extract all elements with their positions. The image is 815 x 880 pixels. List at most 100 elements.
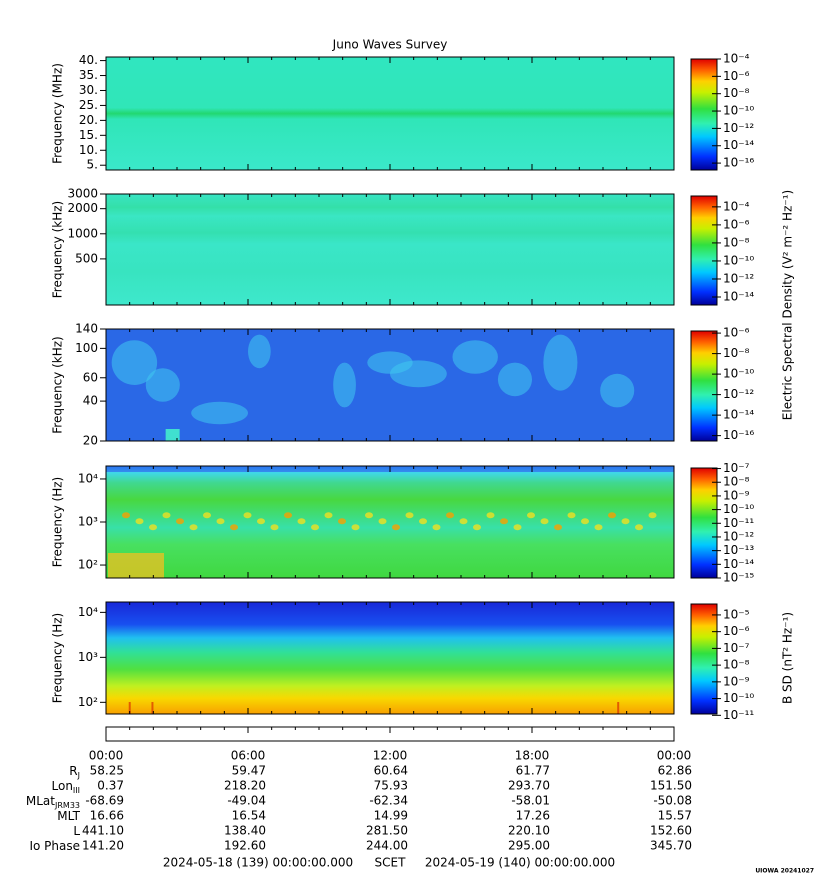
colorbar [690,195,718,306]
footer: 2024-05-18 (139) 00:00:00.000 SCET 2024-… [163,856,615,870]
emission-patch [378,518,387,525]
footer-end: 2024-05-19 (140) 00:00:00.000 [425,856,615,870]
time-label: 06:00 [231,749,266,763]
y-tick-label: 40 [83,394,98,408]
emission-patch [486,512,495,519]
emission-patch [446,512,454,519]
emission-patch [247,334,271,369]
y-tick-label: 15. [79,128,98,142]
emission-patch [270,524,279,531]
ephemeris-value: 14.99 [374,809,408,823]
colorbar-tick-label: 10⁻⁴ [723,52,750,66]
emission-patch [333,362,356,408]
emission-patch [203,512,211,519]
time-label: 00:00 [89,749,124,763]
colorbar-tick-label: 10⁻¹⁶ [723,156,754,170]
emission-patch [176,518,184,525]
emission-patch [617,702,620,714]
emission-patch [600,373,635,408]
emission-patch [162,512,171,519]
colorbar-tick-label: 10⁻¹⁵ [723,571,754,585]
ephemeris-value: 16.54 [232,809,266,823]
ephemeris-value: 293.70 [508,779,550,793]
colorbar-tick-label: 10⁻¹³ [723,543,754,557]
row-label-sub: J [77,771,80,780]
colorbar-tick-label: 10⁻⁶ [723,326,750,340]
emission-patch [365,512,373,519]
emission-patch [459,518,468,525]
y-axis-label: Frequency (kHz) [51,336,65,433]
colorbar-tick-label: 10⁻¹² [723,121,754,135]
emission-patch [135,518,144,525]
time-label: 18:00 [515,749,550,763]
emission-patch [621,518,630,525]
emission-patch [128,702,131,714]
spectrogram-bg [106,466,674,578]
footer-center: SCET [375,856,407,870]
ephemeris-value: -50.08 [653,794,692,808]
ephemeris-value: 281.50 [366,824,408,838]
ephemeris-value: 59.47 [232,764,266,778]
colorbar-tick-label: 10⁻⁶ [723,624,750,638]
colorbar-tick-label: 10⁻¹⁴ [723,138,754,152]
emission-patch [554,524,562,531]
ephemeris-value: 62.86 [658,764,692,778]
y-tick-label: 140 [75,322,98,336]
panel: 10² 10³ 10⁴ Frequency (Hz) 10⁻⁷10⁻⁸10⁻⁹10⁻¹⁰… [51,461,755,584]
credit: UIOWA 20241027 [755,868,814,875]
colorbar-tick-label: 10⁻¹⁰ [723,253,754,267]
row-label: RJ [69,764,80,780]
y-tick-label: 20 [83,434,98,448]
emission-patch [513,524,522,531]
colorbar-tick-label: 10⁻¹¹ [723,708,754,722]
colorbar-tick-label: 10⁻¹⁴ [723,408,754,422]
colorbar-label: B SD (nT² Hz⁻¹) [781,612,795,704]
colorbar-tick-label: 10⁻⁹ [723,488,750,502]
spectrogram-bg [106,602,674,714]
emission-patch [230,524,238,531]
ephemeris-value: 152.60 [650,824,692,838]
spectrogram-bg [106,57,674,170]
row-label: MLT [57,809,80,823]
y-axis-label: Frequency (MHz) [51,63,65,164]
emission-patch [189,524,198,531]
colorbar-tick-label: 10⁻⁶ [723,217,750,231]
colorbar-tick-label: 10⁻⁷ [723,641,750,655]
row-label-sub: JRM33 [54,801,80,810]
emission-patch [635,524,643,531]
emission-patch [191,401,249,425]
ephemeris-value: 58.25 [90,764,124,778]
row-label-name: Io Phase [29,839,80,853]
ephemeris-value: 151.50 [650,779,692,793]
colorbar [690,603,718,715]
footer-start: 2024-05-18 (139) 00:00:00.000 [163,856,353,870]
row-label: Io Phase [29,839,80,853]
ephemeris-value: 16.66 [90,809,124,823]
row-label-name: L [73,824,80,838]
spectrogram-bg [106,329,674,441]
y-tick-label: 3000 [67,187,98,201]
emission-patch [111,340,158,385]
colorbar [690,330,718,442]
emission-patch [216,518,225,525]
ephemeris-value: 244.00 [366,839,408,853]
y-tick-label: 25. [79,98,98,112]
colorbar-tick-label: 10⁻⁵ [723,607,750,621]
ephemeris-value: 17.26 [516,809,550,823]
panel: 20 40 60 100 140 Frequency (kHz) 10⁻⁶ 10⁻⁸ 10⁻¹⁰… [51,322,755,448]
ephemeris-value: -68.69 [85,794,124,808]
emission-patch [149,524,157,531]
emission-patch [581,518,589,525]
y-tick-label: 30. [79,83,98,97]
row-label-name: MLat [26,794,55,808]
ephemeris-value: 295.00 [508,839,550,853]
colorbar-label: Electric Spectral Density (V² m⁻² Hz⁻¹) [781,190,795,420]
colorbar-tick-label: 10⁻⁸ [723,235,750,249]
emission-patch [432,524,441,531]
y-axis-label: Frequency (kHz) [51,201,65,298]
y-tick-label: 10² [78,558,98,572]
row-label-name: MLT [57,809,80,823]
ephemeris-value: 138.40 [224,824,266,838]
emission-patch [594,524,603,531]
y-tick-label: 500 [75,251,98,265]
